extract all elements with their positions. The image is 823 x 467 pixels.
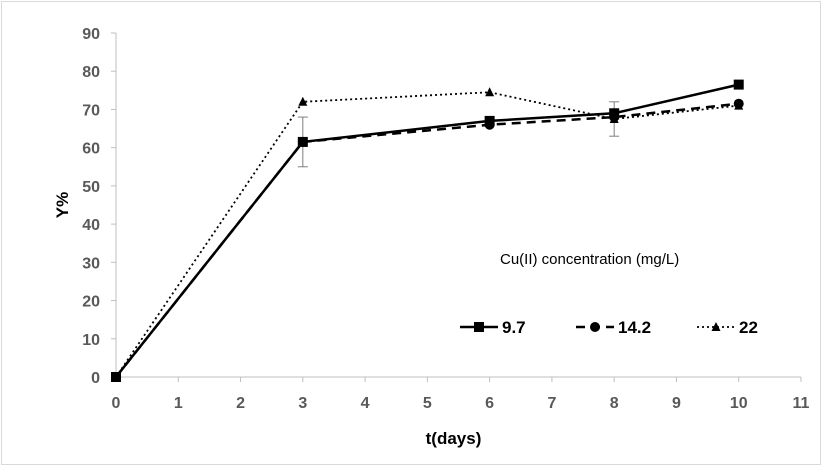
legend-marker	[474, 322, 484, 332]
y-axis: 0 10 20 30 40 50 60 70 80 90	[82, 26, 117, 387]
data-point	[298, 96, 308, 106]
x-axis: 0 1 2 3 4 5 6 7 8 9 10 11	[112, 376, 810, 412]
x-tick-label: 6	[485, 395, 494, 412]
y-tick-label: 0	[91, 370, 100, 387]
data-point	[609, 108, 620, 119]
legend-label: 9.7	[502, 318, 526, 337]
y-tick-label: 50	[82, 179, 100, 196]
x-tick-label: 0	[112, 395, 121, 412]
legend-marker	[711, 322, 721, 331]
x-tick-label: 2	[236, 395, 245, 412]
x-axis-title: t(days)	[426, 429, 482, 448]
legend-title: Cu(II) concentration (mg/L)	[500, 251, 679, 268]
series-layer	[111, 79, 744, 382]
legend-label: 14.2	[618, 318, 651, 337]
y-tick-label: 80	[82, 64, 100, 81]
x-tick-label: 9	[672, 395, 681, 412]
data-point	[297, 136, 308, 147]
y-tick-label: 40	[82, 217, 100, 234]
x-tick-label: 8	[610, 395, 619, 412]
data-point	[485, 87, 495, 97]
x-tick-label: 1	[174, 395, 183, 412]
y-tick-label: 30	[82, 255, 100, 272]
y-tick-label: 60	[82, 141, 100, 158]
x-tick-label: 7	[547, 395, 556, 412]
y-tick-label: 70	[82, 102, 100, 119]
x-tick-label: 10	[730, 395, 748, 412]
data-point	[733, 79, 744, 90]
legend: 9.7 14.2 22	[460, 318, 758, 337]
x-tick-label: 4	[361, 395, 370, 412]
legend-label: 22	[739, 318, 758, 337]
y-tick-label: 10	[82, 332, 100, 349]
y-tick-label: 90	[82, 26, 100, 43]
y-axis-title: Y%	[53, 192, 72, 218]
legend-marker	[590, 322, 600, 332]
series-line	[115, 91, 739, 378]
x-tick-label: 5	[423, 395, 432, 412]
data-point	[733, 98, 744, 109]
data-point	[111, 372, 121, 382]
x-tick-label: 11	[793, 395, 810, 412]
x-tick-label: 3	[298, 395, 307, 412]
y-tick-label: 20	[82, 294, 100, 311]
data-point	[484, 115, 495, 126]
